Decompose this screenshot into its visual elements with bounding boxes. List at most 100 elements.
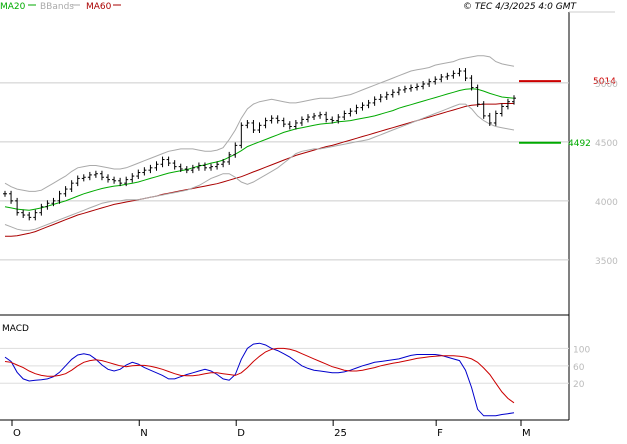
ohlc-bar — [378, 94, 383, 103]
ohlc-bar — [215, 161, 220, 170]
macd-line-macd — [4, 342, 515, 417]
price-line-bb-upper — [4, 55, 515, 192]
ohlc-bar — [172, 160, 177, 170]
ohlc-bar — [99, 170, 104, 181]
ohlc-bar — [81, 174, 86, 182]
x-axis-label: 25 — [334, 428, 347, 439]
ohlc-bar — [196, 162, 201, 171]
ohlc-bar — [51, 197, 56, 207]
ohlc-bar — [112, 176, 117, 184]
ohlc-bar — [106, 174, 111, 183]
ohlc-bar — [512, 95, 516, 105]
ohlc-bar — [384, 91, 389, 100]
ohlc-bar — [293, 120, 298, 130]
ohlc-bar — [463, 68, 468, 82]
ohlc-bar — [93, 170, 98, 178]
price-tick-label: 4000 — [595, 198, 618, 208]
price-tick-label: 3500 — [595, 257, 618, 267]
ohlc-bar — [75, 175, 80, 187]
ohlc-bar — [390, 89, 395, 98]
ohlc-bar — [415, 83, 420, 91]
ohlc-bar — [190, 164, 195, 174]
ohlc-bar — [305, 114, 310, 123]
ohlc-bar — [69, 180, 74, 193]
ohlc-bar — [45, 200, 50, 210]
ohlc-bar — [251, 120, 256, 133]
ohlc-bar — [451, 70, 456, 79]
ohlc-bar — [281, 117, 286, 128]
ohlc-bar — [475, 84, 480, 108]
ohlc-bar — [360, 102, 365, 111]
legend-bbands-label: BBands — [40, 2, 74, 12]
header-legend: MA20 BBands MA60 — [0, 2, 121, 12]
ohlc-bar — [136, 169, 141, 180]
macd-panel-title: MACD — [2, 324, 29, 334]
ohlc-bar — [439, 73, 444, 83]
x-axis-label: N — [140, 428, 147, 439]
ohlc-bar — [348, 108, 353, 117]
price-line-ma60 — [5, 103, 514, 237]
ohlc-bar — [3, 190, 7, 197]
macd-tick-label: 60 — [573, 363, 585, 373]
level-label-5014: 5014 — [593, 77, 616, 87]
ohlc-bar — [457, 68, 462, 77]
ohlc-bar — [354, 104, 359, 115]
ohlc-bar — [342, 110, 347, 121]
ohlc-bar — [427, 78, 432, 87]
ohlc-bar — [312, 112, 317, 121]
ohlc-bar — [499, 103, 504, 117]
ohlc-bar — [469, 75, 474, 91]
ohlc-bar — [154, 161, 159, 171]
ohlc-bar — [57, 190, 62, 204]
ohlc-bar — [330, 116, 335, 124]
ohlc-bar — [372, 96, 377, 106]
ohlc-bar — [124, 176, 129, 187]
ohlc-bar — [263, 117, 268, 129]
ohlc-bar — [402, 85, 407, 93]
ohlc-bar — [324, 111, 329, 123]
ohlc-bar — [408, 84, 413, 92]
price-line-ma20 — [4, 88, 515, 211]
ohlc-bar — [63, 186, 68, 197]
ohlc-bar — [287, 121, 292, 130]
price-line-bb-lower — [4, 103, 515, 231]
ohlc-bar — [257, 122, 262, 133]
ohlc-bar — [27, 212, 32, 221]
ohlc-bar — [493, 110, 498, 126]
ohlc-bar — [239, 122, 244, 149]
price-tick-label: 5000 — [595, 80, 618, 90]
ohlc-bar — [366, 99, 371, 109]
ohlc-bar — [233, 142, 238, 158]
ohlc-bar — [160, 156, 165, 168]
ohlc-bar — [21, 209, 26, 218]
ohlc-bar — [178, 163, 183, 172]
x-axis-label: D — [237, 428, 245, 439]
copyright-text: © TEC 4/3/2025 4:0 GMT — [463, 2, 578, 12]
x-axis-label: M — [522, 428, 531, 439]
x-axis-label: F — [437, 428, 443, 439]
macd-tick-label: 100 — [573, 345, 590, 355]
ohlc-bar — [209, 163, 214, 171]
ohlc-bar — [269, 115, 274, 124]
legend-ma60-label: MA60 — [86, 2, 112, 12]
x-axis-label: O — [13, 428, 21, 439]
ohlc-bar — [184, 166, 189, 174]
macd-line-signal — [4, 347, 515, 404]
ohlc-bar — [118, 177, 123, 187]
ohlc-bar — [275, 115, 280, 124]
legend-ma20-label: MA20 — [0, 2, 26, 12]
ohlc-bar — [336, 114, 341, 124]
ohlc-bar — [202, 162, 207, 171]
ohlc-bar — [487, 112, 492, 126]
ohlc-bar — [39, 203, 44, 216]
ohlc-bar — [299, 116, 304, 126]
ohlc-bar — [481, 101, 486, 119]
ohlc-bar — [227, 151, 232, 165]
ohlc-bar — [433, 76, 438, 85]
ohlc-bar — [15, 197, 20, 216]
level-label-4492: 4492 — [568, 139, 591, 149]
ohlc-bar — [142, 167, 147, 176]
